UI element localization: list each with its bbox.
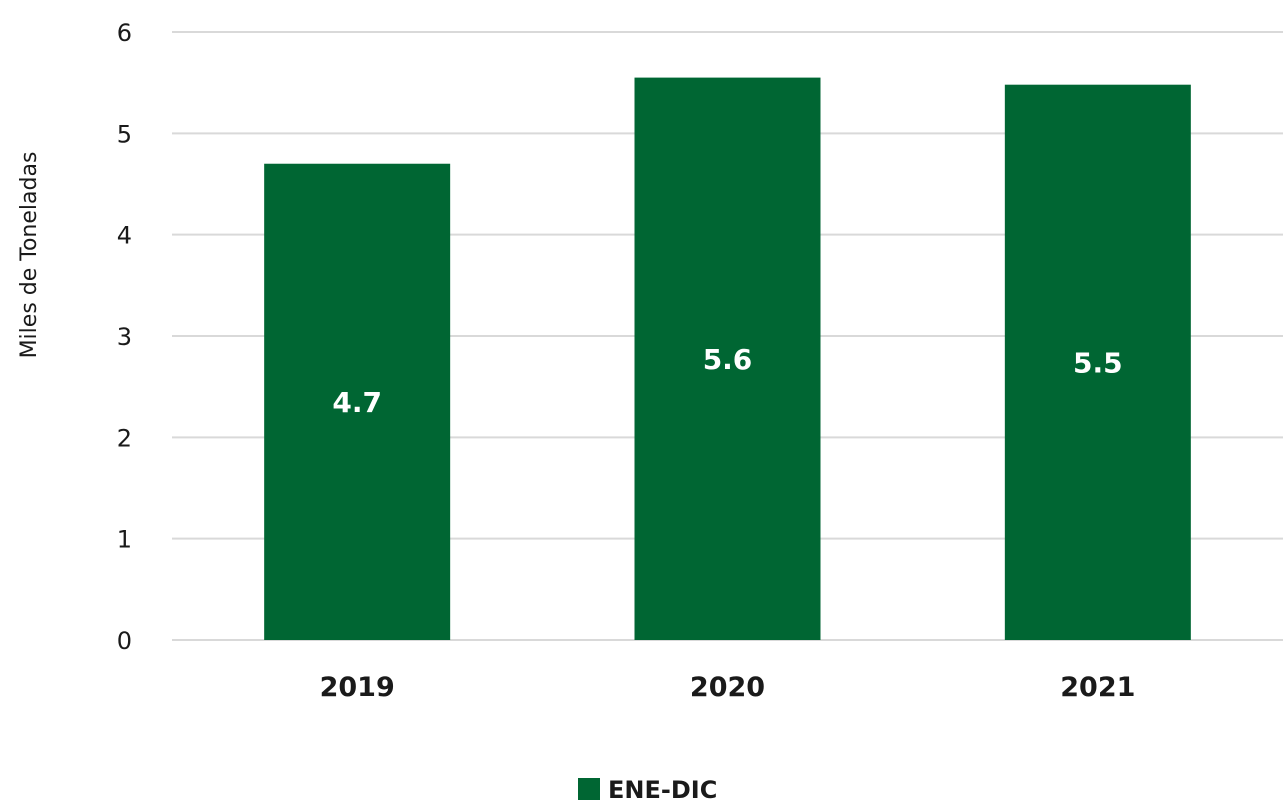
y-tick-label: 0: [117, 627, 132, 655]
x-tick-label: 2021: [1060, 672, 1135, 703]
y-axis-ticks: 0 1 2 3 4 5 6: [117, 19, 132, 655]
y-axis-label: Miles de Toneladas: [17, 152, 42, 359]
y-tick-label: 5: [117, 120, 132, 148]
y-tick-label: 6: [117, 19, 132, 47]
data-label: 5.5: [1073, 346, 1123, 379]
x-tick-label: 2020: [690, 672, 765, 703]
bar: [1004, 84, 1191, 640]
y-tick-label: 2: [117, 424, 132, 452]
data-label: 4.7: [332, 386, 382, 419]
bars: [264, 77, 1191, 641]
y-tick-label: 3: [117, 323, 132, 351]
bar: [264, 163, 451, 640]
data-labels: 4.7 5.6 5.5: [332, 343, 1122, 419]
legend-label: ENE-DIC: [608, 776, 717, 803]
data-label: 5.6: [703, 343, 753, 376]
bar: [634, 77, 821, 641]
x-axis-ticks: 2019 2020 2021: [320, 672, 1136, 703]
y-tick-label: 4: [117, 222, 132, 250]
y-tick-label: 1: [117, 526, 132, 554]
legend-swatch: [578, 778, 600, 800]
x-tick-label: 2019: [320, 672, 395, 703]
legend: ENE-DIC: [578, 776, 717, 804]
